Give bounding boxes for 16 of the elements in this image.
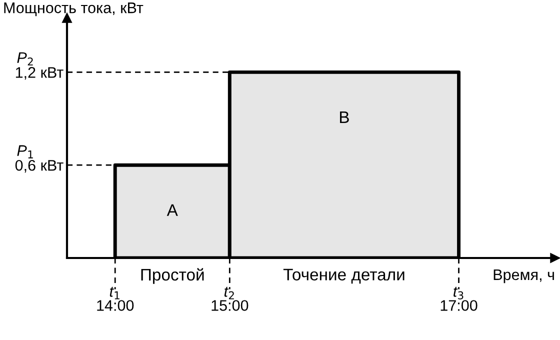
text: t$_{1}$ [110, 286, 120, 300]
annotation: A [166, 204, 178, 216]
text: Точение детали [283, 268, 404, 284]
y-tick-label: 1,2 кВт [16, 67, 64, 80]
annotation: B [340, 111, 349, 123]
x-tick-label: 14:00 [97, 300, 134, 311]
text: P$_{2}$ [17, 52, 33, 66]
x-axis-title: Время, ч [494, 269, 554, 284]
text: t$_{2}$ [224, 286, 234, 300]
y-tick-label: 0,6 кВт [15, 160, 64, 173]
x-tick-label: 15:00 [212, 300, 248, 311]
x-tick-label: 17:00 [440, 300, 478, 311]
text: Простой [141, 268, 204, 284]
y-axis-title: Мощность тока, кВт [4, 2, 144, 16]
text: P$_{1}$ [17, 145, 33, 158]
text: t$_{3}$ [454, 286, 464, 300]
